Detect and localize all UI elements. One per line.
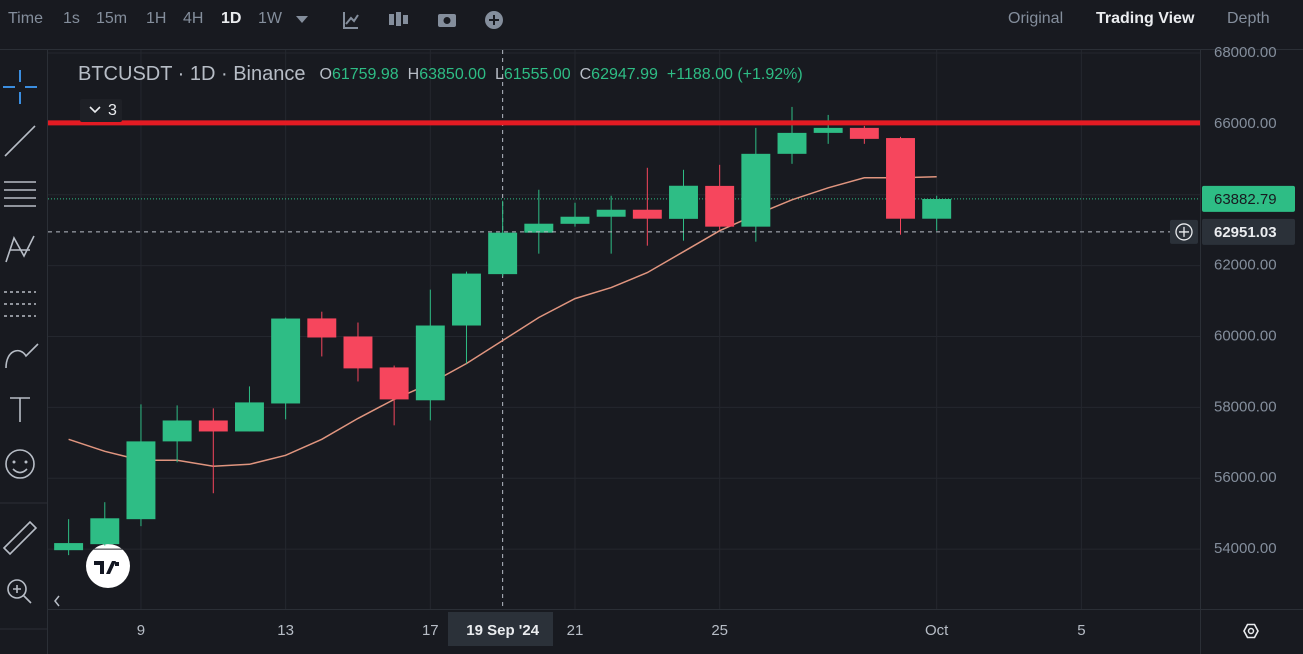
crosshair-price-label: 62951.03 <box>1214 224 1277 241</box>
candle-body <box>741 153 771 227</box>
indicator-toggle-box[interactable] <box>80 99 122 122</box>
view-tab[interactable]: Depth <box>1227 10 1270 27</box>
indicator-count: 3 <box>108 102 117 119</box>
y-tick-label: 54000.00 <box>1214 540 1277 557</box>
pattern-tool[interactable] <box>5 235 35 263</box>
candle-body <box>632 209 662 219</box>
indicator-icon[interactable] <box>343 12 359 29</box>
ohlc-value: 61759.98 <box>332 66 399 83</box>
settings-icon[interactable] <box>1243 623 1259 639</box>
ohlc-value: 63850.00 <box>419 66 486 83</box>
x-tick-label: 13 <box>277 622 294 639</box>
indicator-chevron <box>89 106 101 114</box>
camera-icon[interactable] <box>438 14 456 27</box>
emoji-eye <box>24 460 28 464</box>
candle-body <box>307 318 337 338</box>
add-alert-plus <box>1179 226 1189 237</box>
emoji-tool[interactable] <box>5 449 35 479</box>
interval-tab[interactable]: 1D <box>221 10 241 27</box>
emoji-eye <box>12 460 16 464</box>
view-tab[interactable]: Original <box>1008 10 1063 27</box>
crosshair-tool[interactable] <box>3 70 37 104</box>
candle-body <box>488 232 518 275</box>
candle-body <box>198 420 228 432</box>
add-icon[interactable] <box>485 11 503 29</box>
ruler-tool[interactable] <box>2 520 38 556</box>
ohlc-label: C <box>580 66 592 83</box>
y-tick-label: 68000.00 <box>1214 44 1277 61</box>
interval-tab[interactable]: Time <box>8 10 43 27</box>
ohlc-label: L <box>495 66 504 83</box>
text-tool[interactable] <box>10 397 30 422</box>
interval-tab[interactable]: 4H <box>183 10 203 27</box>
ohlc-value: 61555.00 <box>504 66 571 83</box>
projection-tool[interactable] <box>4 291 36 317</box>
candle-body <box>596 209 626 217</box>
x-tick-label: 17 <box>422 622 439 639</box>
chart-type-icon[interactable] <box>389 12 408 26</box>
candle-body <box>524 223 554 233</box>
zoom-tool-detail <box>13 585 32 604</box>
candle-body <box>922 199 952 219</box>
y-tick-label: 56000.00 <box>1214 469 1277 486</box>
x-tick-label: 21 <box>567 622 584 639</box>
candle-body <box>813 127 843 133</box>
dropdown-icon[interactable] <box>296 16 308 23</box>
emoji-smile <box>12 468 28 474</box>
change: +1188.00 (+1.92%) <box>667 66 803 83</box>
candle-body <box>705 185 735 227</box>
crosshair-time-box <box>448 612 553 646</box>
candle-body <box>560 216 590 224</box>
candle-body <box>669 185 698 219</box>
interval-tab[interactable]: 1s <box>63 10 80 27</box>
candle-body <box>271 318 301 404</box>
x-tick-label: 5 <box>1077 622 1085 639</box>
ohlc-value: 62947.99 <box>591 66 658 83</box>
candle-body <box>886 138 915 219</box>
interval-tab[interactable]: 15m <box>96 10 127 27</box>
legend: BTCUSDT · 1D · Binance O61759.98 H63850.00… <box>78 63 803 85</box>
zoom-tool[interactable] <box>7 579 27 599</box>
y-tick-label: 66000.00 <box>1214 115 1277 132</box>
candle-body <box>126 441 156 520</box>
interval-tab[interactable]: 1W <box>258 10 283 27</box>
add-alert-icon[interactable] <box>1175 223 1193 241</box>
candle-body <box>162 420 192 442</box>
last-price-label: 63882.79 <box>1214 191 1277 208</box>
candle-body <box>452 273 481 326</box>
crosshair-price-box <box>1202 218 1295 245</box>
ohlc-label: O <box>319 66 331 83</box>
candle-body <box>234 402 264 432</box>
candle-body <box>54 543 84 551</box>
plot-area <box>48 50 1200 609</box>
x-tick-label: 9 <box>137 622 145 639</box>
candle-body <box>343 336 373 369</box>
view-tab[interactable]: Trading View <box>1096 10 1195 27</box>
interval-tab[interactable]: 1H <box>146 10 166 27</box>
crosshair-time-label: 19 Sep '24 <box>466 622 539 639</box>
brush-tool[interactable] <box>5 343 39 369</box>
fib-tool[interactable] <box>4 181 36 207</box>
candle-body <box>415 325 445 401</box>
y-tick-label: 58000.00 <box>1214 398 1277 415</box>
collapse-arrow[interactable] <box>54 595 60 607</box>
x-tick-label: 25 <box>711 622 728 639</box>
last-price-box <box>1202 185 1295 212</box>
candle-body <box>777 132 807 154</box>
line-tool[interactable] <box>4 125 36 157</box>
candle-body <box>90 518 120 545</box>
y-tick-label: 60000.00 <box>1214 327 1277 344</box>
y-tick-label: 62000.00 <box>1214 257 1277 274</box>
candle-body <box>379 367 409 400</box>
x-tick-label: Oct <box>925 622 949 639</box>
symbol: BTCUSDT · 1D · Binance <box>78 63 305 85</box>
logo <box>86 544 130 588</box>
ohlc-label: H <box>408 66 420 83</box>
candle-body <box>849 127 879 139</box>
